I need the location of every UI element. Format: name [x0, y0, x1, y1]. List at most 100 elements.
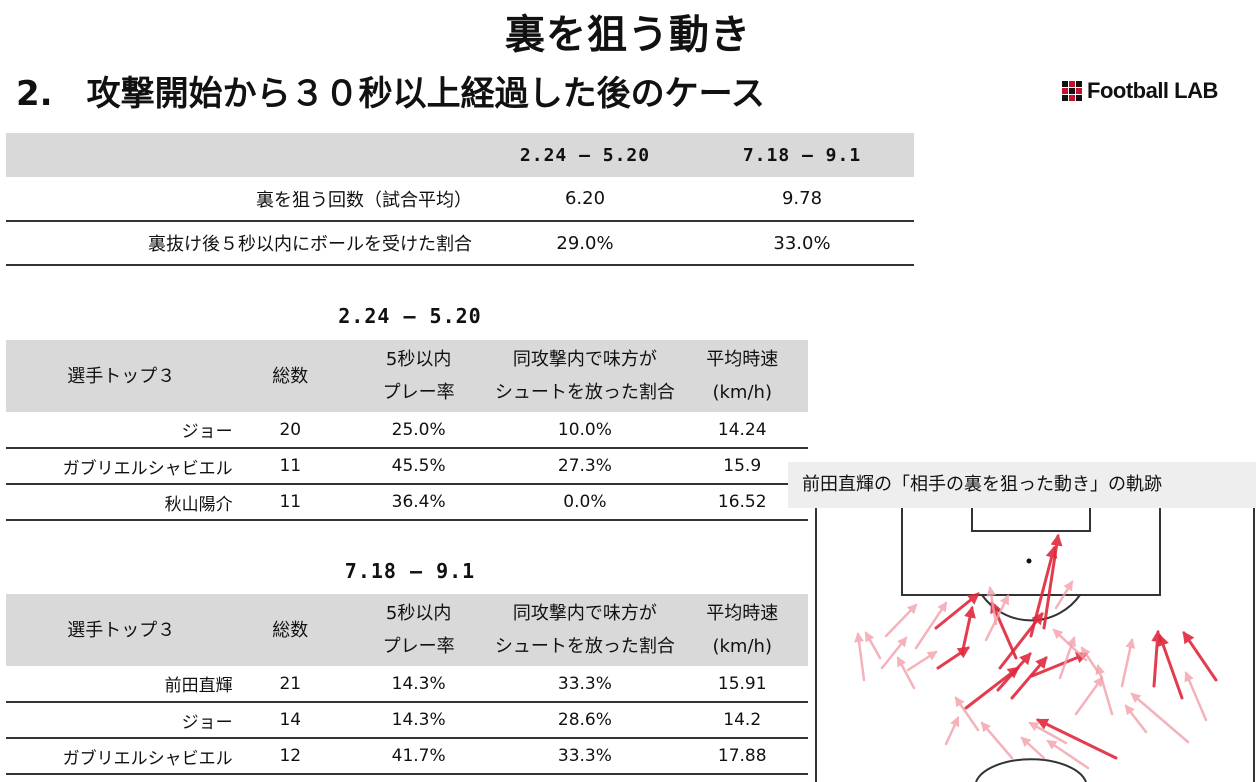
summary-row: 裏抜け後５秒以内にボールを受けた割合 29.0% 33.0%: [6, 221, 914, 265]
trajectory-arrow: [906, 650, 938, 672]
trajectory-arrow: [960, 605, 976, 656]
main-title: 裏を狙う動き: [505, 12, 751, 58]
pitch-caption: 前田直輝の「相手の裏を狙った動き」の軌跡: [788, 462, 1256, 508]
trajectory-arrow: [914, 601, 948, 650]
summary-row-value: 29.0%: [556, 232, 614, 254]
header-play-rate: 5秒以内 プレー率: [344, 340, 493, 412]
summary-period-2: 7.18 – 9.1: [742, 144, 862, 166]
player-row: 前田直輝 21 14.3% 33.3% 15.91: [6, 666, 808, 702]
logo-grid-icon: [1062, 81, 1082, 101]
trajectory-arrow: [1074, 676, 1104, 716]
player-row: ガブリエルシャビエル 11 45.5% 27.3% 15.9: [6, 448, 808, 484]
pitch-lines: [815, 498, 1255, 782]
trajectory-arrow: [998, 612, 1044, 670]
header-shot-rate-line1: 同攻撃内で味方が: [512, 603, 657, 624]
summary-row-value: 33.0%: [773, 232, 831, 254]
player-speed: 14.24: [717, 419, 767, 440]
player-speed: 15.91: [717, 673, 767, 694]
trajectory-arrow: [1010, 656, 1048, 700]
player-name: 前田直輝: [164, 676, 233, 696]
player-total: 12: [279, 746, 302, 766]
summary-header-row: 2.24 – 5.20 7.18 – 9.1: [6, 133, 914, 177]
header-play-rate-line1: 5秒以内: [385, 349, 452, 370]
trajectory-arrow: [1080, 646, 1100, 674]
header-play-rate-line1: 5秒以内: [385, 603, 452, 624]
player-play-rate: 25.0%: [391, 419, 446, 440]
trajectory-arrow: [1095, 664, 1114, 716]
subtitle: 2. 攻撃開始から３０秒以上経過した後のケース: [16, 74, 765, 114]
header-speed: 平均時速 (km/h): [676, 594, 808, 666]
pitch-trajectory-figure: [815, 498, 1255, 782]
player-name: ガブリエルシャビエル: [62, 458, 233, 479]
football-lab-logo: Football LAB: [1062, 76, 1218, 106]
trajectory-arrow: [864, 631, 882, 660]
player-row: ジョー 20 25.0% 10.0% 14.24: [6, 412, 808, 448]
trajectory-arrows: [854, 533, 1218, 770]
player-shot-rate: 33.3%: [557, 673, 612, 694]
summary-row-value: 9.78: [781, 188, 823, 209]
trajectory-arrow: [986, 586, 998, 626]
player-shot-rate: 33.3%: [557, 746, 612, 766]
trajectory-arrow: [1182, 631, 1218, 682]
period-2-player-table: 選手トップ３ 総数 5秒以内 プレー率 同攻撃内で味方が シュートを放った割合 …: [6, 594, 808, 775]
player-name: ジョー: [181, 712, 233, 733]
player-play-rate: 14.3%: [391, 710, 446, 730]
player-total: 20: [279, 419, 302, 440]
header-play-rate-line2: プレー率: [382, 636, 455, 657]
player-speed: 16.52: [717, 492, 767, 512]
trajectory-arrow: [1035, 718, 1118, 760]
trajectory-arrow: [880, 636, 908, 670]
header-player: 選手トップ３: [67, 619, 176, 641]
trajectory-arrow: [980, 721, 1014, 760]
header-speed-line1: 平均時速: [706, 603, 779, 624]
player-speed: 14.2: [723, 710, 762, 730]
player-total: 11: [279, 456, 302, 476]
header-total: 総数: [272, 365, 309, 387]
header-shot-rate-line2: シュートを放った割合: [494, 636, 675, 657]
player-name: 秋山陽介: [164, 494, 233, 515]
header-shot-rate: 同攻撃内で味方が シュートを放った割合: [493, 340, 676, 412]
header-play-rate: 5秒以内 プレー率: [344, 594, 493, 666]
header-shot-rate-line1: 同攻撃内で味方が: [512, 349, 657, 370]
trajectory-arrow: [990, 600, 1018, 660]
player-speed: 17.88: [717, 746, 767, 766]
summary-row-value: 6.20: [564, 188, 606, 209]
trajectory-arrow: [1058, 636, 1077, 680]
player-play-rate: 41.7%: [391, 746, 446, 766]
header-speed-line2: (km/h): [712, 636, 772, 657]
period-1-title: 2.24 – 5.20: [338, 304, 482, 328]
header-shot-rate-line2: シュートを放った割合: [494, 382, 675, 403]
trajectory-arrow: [1124, 704, 1148, 734]
period-2-title: 7.18 – 9.1: [344, 559, 476, 583]
player-shot-rate: 28.6%: [557, 710, 612, 730]
penalty-spot: [1026, 558, 1032, 564]
header-player: 選手トップ３: [67, 365, 176, 387]
trajectory-arrow: [944, 716, 960, 746]
player-table-header: 選手トップ３ 総数 5秒以内 プレー率 同攻撃内で味方が シュートを放った割合 …: [6, 594, 808, 666]
player-row: ジョー 14 14.3% 28.6% 14.2: [6, 702, 808, 738]
trajectory-arrow: [1054, 580, 1074, 610]
header-speed-line2: (km/h): [712, 382, 772, 403]
period-1-player-table: 選手トップ３ 総数 5秒以内 プレー率 同攻撃内で味方が シュートを放った割合 …: [6, 340, 808, 521]
player-play-rate: 45.5%: [391, 456, 446, 476]
header-total: 総数: [272, 619, 309, 641]
trajectory-arrow: [1151, 629, 1164, 688]
trajectory-arrow: [954, 696, 980, 732]
trajectory-arrow: [1157, 633, 1184, 700]
player-play-rate: 14.3%: [391, 673, 446, 694]
trajectory-arrow: [936, 646, 970, 670]
header-play-rate-line2: プレー率: [382, 382, 455, 403]
trajectory-arrow: [1120, 638, 1136, 688]
player-table-header: 選手トップ３ 総数 5秒以内 プレー率 同攻撃内で味方が シュートを放った割合 …: [6, 340, 808, 412]
trajectory-arrow: [896, 656, 916, 690]
summary-header-blank: [6, 133, 480, 177]
trajectory-arrow: [1052, 628, 1088, 662]
trajectory-arrow: [964, 666, 1020, 710]
summary-table: 2.24 – 5.20 7.18 – 9.1 裏を狙う回数（試合平均） 6.20…: [6, 133, 914, 266]
player-row: ガブリエルシャビエル 12 41.7% 33.3% 17.88: [6, 738, 808, 774]
summary-row: 裏を狙う回数（試合平均） 6.20 9.78: [6, 177, 914, 221]
logo-text: Football LAB: [1087, 78, 1218, 103]
player-row: 秋山陽介 11 36.4% 0.0% 16.52: [6, 484, 808, 520]
summary-row-label: 裏を狙う回数（試合平均）: [256, 189, 472, 211]
header-speed-line1: 平均時速: [706, 349, 779, 370]
